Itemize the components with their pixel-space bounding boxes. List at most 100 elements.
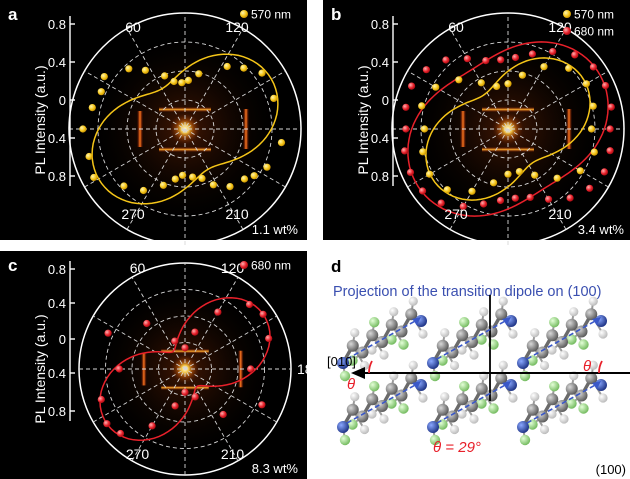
panel-b-point-s2-11 xyxy=(463,55,471,63)
molecule-1-atom-C-6 xyxy=(385,318,398,331)
molecule-4-atom-C-5 xyxy=(376,400,388,412)
panel-c-point-s1-14 xyxy=(116,429,125,438)
panel-a-point-s1-19 xyxy=(240,175,249,183)
molecule-5-atom-C-8 xyxy=(495,372,508,385)
molecule-5-atom-H-3 xyxy=(449,424,460,435)
panel-c-point-s1-7 xyxy=(181,344,189,352)
panel-b-point-s2-24 xyxy=(511,194,519,202)
molecule-1-atom-C-5 xyxy=(376,336,388,348)
panel-c-point-s1-5 xyxy=(214,308,222,316)
panel-c-point-s1-2 xyxy=(265,334,273,343)
panel-c: 0.8 0.4 0 0.4 0.8 60 120 180 210 270 c PL Intens… xyxy=(0,251,321,479)
panel-b-point-s2-16 xyxy=(402,125,410,133)
molecule-2-atom-H-6 xyxy=(469,350,479,360)
panel-b-annotation: 3.4 wt% xyxy=(578,222,625,237)
panel-a-point-s1-30 xyxy=(85,152,93,161)
panel-a-point-s1-22 xyxy=(198,174,206,182)
molecule-1-atom-C-2 xyxy=(346,339,359,352)
panel-a-point-s1-11 xyxy=(195,70,203,78)
panel-b-point-s2-12 xyxy=(442,56,450,64)
molecule-2-atom-F-5 xyxy=(459,317,470,328)
molecule-4-atom-F-1 xyxy=(339,434,351,446)
panel-a-legend-marker-1 xyxy=(240,10,248,18)
molecule-1 xyxy=(337,296,428,382)
molecule-3-atom-F-5 xyxy=(549,317,560,328)
molecule-5-atom-C-4 xyxy=(456,393,469,406)
panel-b-tick-label-1: 0.8 xyxy=(371,17,389,32)
panel-a-point-s1-28 xyxy=(120,182,128,190)
panel-a-data-points xyxy=(79,62,286,195)
panel-a-legend-label-1: 570 nm xyxy=(251,8,291,22)
molecule-1-atom-H-11 xyxy=(408,296,418,306)
panel-d: d Projection of the transition dipole on… xyxy=(323,251,630,479)
panel-a-polar-grid xyxy=(68,12,302,246)
molecule-4-atom-H-2 xyxy=(350,392,360,402)
panel-d-label: d xyxy=(331,257,341,276)
panel-a-point-s1-8 xyxy=(170,77,178,86)
panel-c-angle-label-120: 120 xyxy=(221,260,245,276)
panel-b-point-s1-23 xyxy=(576,167,584,175)
molecule-6-atom-C-6 xyxy=(565,382,578,395)
panel-a-point-s1-25 xyxy=(171,175,179,183)
panel-c-legend: 680 nm xyxy=(240,259,291,273)
molecule-3-atom-H-11 xyxy=(588,296,598,306)
panel-b-point-s2-27 xyxy=(566,194,574,202)
panel-b-point-s1-22 xyxy=(553,174,561,182)
panel-c-grid-ring-2 xyxy=(131,315,239,423)
molecule-2-atom-C-4 xyxy=(456,329,469,342)
panel-b-point-s2-3 xyxy=(601,82,610,90)
molecule-3-atom-F-9 xyxy=(578,339,589,350)
dipole-arrowhead-2 xyxy=(502,317,511,325)
panel-b-point-s2-9 xyxy=(497,56,505,64)
dipole-arrowhead-6 xyxy=(592,381,601,389)
panel-b-point-s1-2 xyxy=(589,102,597,110)
molecule-2-atom-H-2 xyxy=(440,328,450,338)
panel-a-tick-label-2: 0.4 xyxy=(48,55,66,70)
panel-b-point-s2-5 xyxy=(571,51,579,59)
molecule-2-atom-C-7 xyxy=(485,325,498,338)
dipole-arrow-2 xyxy=(436,319,508,360)
panel-a-grid-spoke-6 xyxy=(84,70,286,188)
panel-b-point-s2-18 xyxy=(406,168,415,176)
panel-c-point-s1-4 xyxy=(245,300,254,309)
molecule-3-atom-H-7 xyxy=(547,345,557,355)
panel-c-point-s1-20 xyxy=(258,401,266,409)
molecule-3-atom-C-4 xyxy=(546,329,559,342)
panel-a-emission-bar-bottom xyxy=(159,147,211,152)
panel-c-radial-axis: 0.8 0.4 0 0.4 0.8 xyxy=(48,261,75,421)
panel-b-point-s1-24 xyxy=(590,148,598,156)
panel-c-point-s1-11 xyxy=(115,365,123,373)
panel-b-point-s1-4 xyxy=(565,64,573,72)
panel-a-angle-label-270: 270 xyxy=(121,206,145,222)
panel-a-angle-label-210: 210 xyxy=(225,206,249,222)
molecule-3-atom-H-6 xyxy=(559,350,569,360)
molecule-5-atom-H-12 xyxy=(508,393,518,403)
dipole-arrow-1 xyxy=(346,319,418,360)
plane-label: (100) xyxy=(596,462,626,477)
molecule-5-atom-F-9 xyxy=(488,403,499,414)
panel-c-angle-label-210: 210 xyxy=(221,446,245,462)
molecule-2-atom-H-7 xyxy=(457,345,467,355)
molecule-3-atom-C-6 xyxy=(565,318,578,331)
theta-arc-left xyxy=(368,360,373,374)
panel-b-ylabel: PL Intensity (a.u.) xyxy=(355,65,371,174)
panel-a-point-s1-20 xyxy=(226,183,234,191)
panel-a-point-s1-10 xyxy=(184,76,192,84)
panel-b-point-s1-6 xyxy=(518,71,526,79)
molecule-4-atom-F-5 xyxy=(369,381,380,392)
molecule-1-atom-N-1 xyxy=(337,357,349,369)
panel-b-point-s1-18 xyxy=(490,179,498,187)
molecule-4-atom-H-11 xyxy=(408,360,418,370)
panel-c-point-s1-17 xyxy=(181,388,189,396)
panel-b-tick-label-4: 0.4 xyxy=(371,131,389,146)
panel-a-point-s1-3 xyxy=(97,88,105,96)
panel-c-tick-label-1: 0.8 xyxy=(48,262,66,277)
molecule-3-atom-H-8 xyxy=(569,307,579,317)
molecule-1-atom-H-3 xyxy=(359,360,370,371)
molecule-6-atom-H-12 xyxy=(598,393,608,403)
panel-b-point-s2-23 xyxy=(496,196,505,205)
molecule-4-atom-C-7 xyxy=(395,389,408,402)
panel-a-point-s1-6 xyxy=(141,66,149,74)
transition-dipole-arrows xyxy=(346,317,601,424)
panel-d-title: Projection of the transition dipole on (… xyxy=(333,284,601,300)
